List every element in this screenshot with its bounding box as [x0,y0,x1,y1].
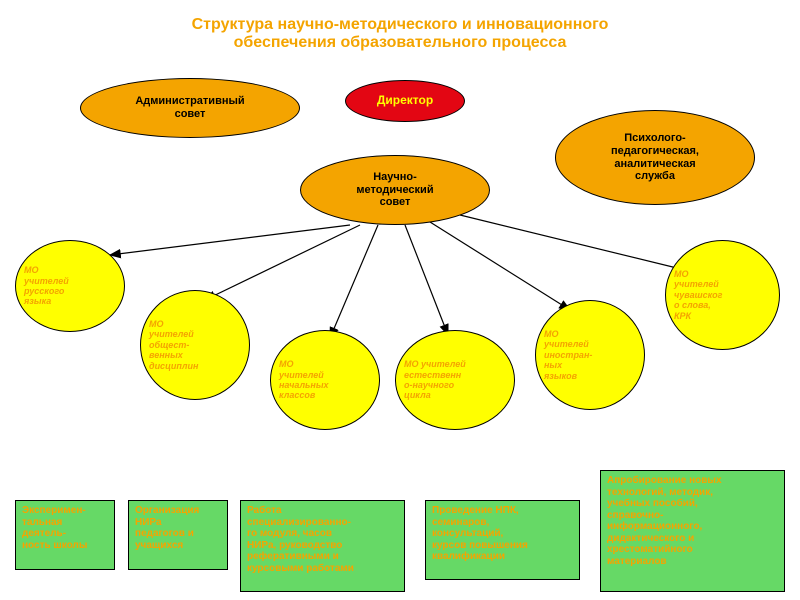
node-label: Проведение НПК, семинаров, консультаций,… [432,505,528,562]
node-label: Научно- методический совет [356,171,433,209]
node-b1: Эксперимен- тальная деятель- ность школы [15,500,115,570]
node-label: Административный совет [135,95,244,120]
node-label: МО учителей начальных классов [279,359,329,400]
edge-3 [405,225,448,335]
node-label: МО учителей русского языка [24,265,69,306]
diagram-title: Структура научно-методического и инновац… [0,16,800,52]
node-b5: Апробирование новых технологий, методик,… [600,470,785,592]
edge-2 [330,225,378,338]
node-admin: Административный совет [80,78,300,138]
node-label: МО учителей иностран- ных языков [544,329,592,381]
node-b2: Организация НИРа педагогов и учащихся [128,500,228,570]
node-psych: Психолого- педагогическая, аналитическая… [555,110,755,205]
node-label: МО учителей общест- венных дисциплин [149,319,198,371]
edge-0 [110,225,350,255]
edge-1 [205,225,360,300]
node-mo3: МО учителей начальных классов [270,330,380,430]
node-label: Директор [377,94,433,108]
node-label: Эксперимен- тальная деятель- ность школы [22,505,87,551]
node-mo2: МО учителей общест- венных дисциплин [140,290,250,400]
node-label: Работа специализированно- го модуля, час… [247,505,354,574]
node-mo1: МО учителей русского языка [15,240,125,332]
node-label: Психолого- педагогическая, аналитическая… [611,132,699,183]
node-nmc: Научно- методический совет [300,155,490,225]
diagram-canvas: Структура научно-методического и инновац… [0,0,800,600]
node-b3: Работа специализированно- го модуля, час… [240,500,405,592]
node-label: Организация НИРа педагогов и учащихся [135,505,199,551]
edge-4 [430,222,570,310]
node-label: Апробирование новых технологий, методик,… [607,475,722,567]
node-label: МО учителей чувашског о слова, КРК [674,269,722,321]
node-mo5: МО учителей иностран- ных языков [535,300,645,410]
edge-5 [460,215,685,270]
node-b4: Проведение НПК, семинаров, консультаций,… [425,500,580,580]
node-mo6: МО учителей чувашског о слова, КРК [665,240,780,350]
node-director: Директор [345,80,465,122]
node-mo4: МО учителей естественн о-научного цикла [395,330,515,430]
node-label: МО учителей естественн о-научного цикла [404,359,466,400]
